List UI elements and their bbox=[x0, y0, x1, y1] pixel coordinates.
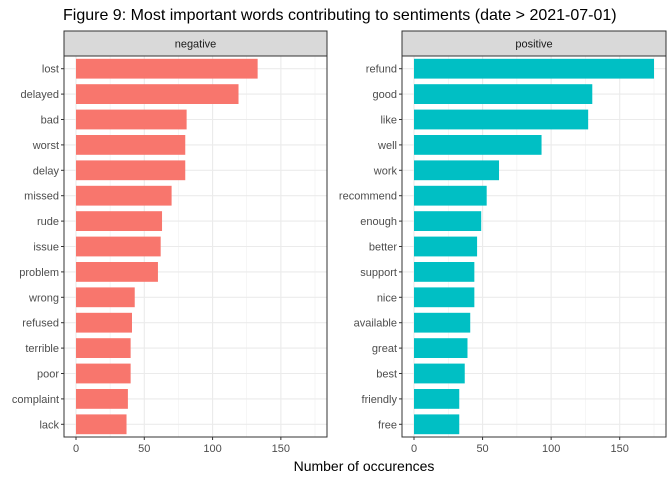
bar-delayed bbox=[76, 84, 239, 104]
y-tick-label: lack bbox=[39, 419, 59, 431]
bar-missed bbox=[76, 185, 172, 206]
bar-refused bbox=[76, 312, 132, 333]
bar-poor bbox=[76, 363, 131, 384]
bar-wrong bbox=[76, 287, 135, 308]
facet-strip-label: negative bbox=[175, 39, 217, 51]
y-tick-label: rude bbox=[37, 216, 59, 228]
bar-delay bbox=[76, 160, 186, 181]
bar-complaint bbox=[76, 389, 128, 409]
bar-rude bbox=[76, 211, 163, 231]
x-tick-label: 0 bbox=[73, 443, 79, 455]
bar-like bbox=[414, 109, 589, 130]
y-tick-label: refused bbox=[22, 318, 59, 330]
panel-negative: negative lost delayed bad worst delay missed ru… bbox=[12, 30, 328, 455]
bar-lack bbox=[76, 414, 127, 435]
y-tick-label: wrong bbox=[28, 292, 59, 304]
bar-enough bbox=[414, 211, 482, 231]
bar-support bbox=[414, 262, 475, 282]
y-tick-label: issue bbox=[33, 242, 59, 254]
y-tick-label: great bbox=[372, 343, 397, 355]
bar-worst bbox=[76, 135, 186, 155]
bar-available bbox=[414, 312, 471, 333]
y-tick-label: worst bbox=[32, 140, 59, 152]
bar-good bbox=[414, 84, 593, 104]
y-tick-label: problem bbox=[19, 267, 59, 279]
bar-friendly bbox=[414, 389, 460, 409]
y-tick-label: poor bbox=[37, 369, 59, 381]
y-tick-label: well bbox=[377, 140, 397, 152]
facet-strip bbox=[63, 30, 328, 57]
y-tick-label: better bbox=[369, 242, 397, 254]
y-tick-label: delayed bbox=[20, 89, 59, 101]
bar-lost bbox=[76, 58, 258, 79]
y-tick-label: complaint bbox=[12, 394, 59, 406]
x-tick-label: 0 bbox=[411, 443, 417, 455]
bar-free bbox=[414, 414, 460, 435]
facet-strip-label: positive bbox=[515, 39, 552, 51]
y-tick-label: missed bbox=[24, 191, 59, 203]
y-tick-label: support bbox=[360, 267, 397, 279]
bar-refund bbox=[414, 58, 654, 79]
x-tick-label: 100 bbox=[542, 443, 560, 455]
bar-nice bbox=[414, 287, 475, 308]
bar-issue bbox=[76, 236, 161, 257]
bar-great bbox=[414, 338, 468, 358]
x-tick-label: 50 bbox=[138, 443, 150, 455]
x-axis-title: Number of occurences bbox=[294, 458, 435, 474]
bar-better bbox=[414, 236, 478, 257]
y-tick-label: nice bbox=[377, 292, 397, 304]
bar-terrible bbox=[76, 338, 131, 358]
x-tick-label: 100 bbox=[203, 443, 221, 455]
x-tick-label: 150 bbox=[272, 443, 290, 455]
y-tick-label: free bbox=[378, 419, 397, 431]
bar-problem bbox=[76, 262, 158, 282]
y-tick-label: available bbox=[354, 318, 397, 330]
y-tick-label: refund bbox=[366, 64, 397, 76]
y-tick-label: bad bbox=[41, 115, 59, 127]
bar-best bbox=[414, 363, 465, 384]
panel-positive: positive refund good like well work recommend e… bbox=[339, 30, 667, 455]
y-tick-label: recommend bbox=[339, 191, 397, 203]
facet-strip bbox=[401, 30, 667, 57]
y-tick-label: enough bbox=[360, 216, 397, 228]
y-tick-label: friendly bbox=[362, 394, 398, 406]
bar-work bbox=[414, 160, 500, 181]
bar-bad bbox=[76, 109, 187, 130]
x-tick-label: 50 bbox=[476, 443, 488, 455]
y-tick-label: terrible bbox=[25, 343, 59, 355]
y-tick-label: work bbox=[373, 165, 398, 177]
bar-recommend bbox=[414, 185, 487, 206]
y-tick-label: delay bbox=[33, 165, 60, 177]
x-tick-label: 150 bbox=[611, 443, 629, 455]
y-tick-label: good bbox=[373, 89, 397, 101]
facet-panels: negative lost delayed bad worst delay missed ru… bbox=[12, 30, 667, 455]
y-tick-label: like bbox=[380, 115, 397, 127]
y-tick-label: lost bbox=[42, 64, 59, 76]
chart-title: Figure 9: Most important words contribut… bbox=[63, 7, 617, 24]
bar-well bbox=[414, 135, 542, 155]
y-tick-label: best bbox=[376, 369, 397, 381]
